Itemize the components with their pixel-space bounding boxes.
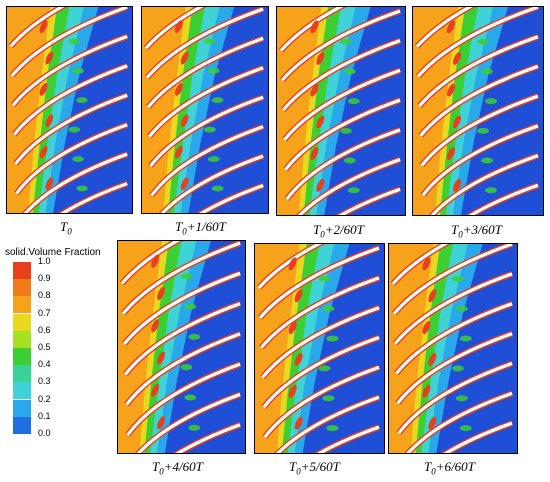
blade (314, 424, 381, 453)
blade (8, 7, 68, 49)
blade (260, 304, 381, 380)
caption-t0-plus-3: T0+3/60T (451, 222, 502, 240)
contour-panel-t0 (6, 6, 133, 214)
caption-t0-plus-6: T0+6/60T (424, 459, 475, 477)
blade (259, 275, 381, 350)
contour-plot (277, 7, 405, 215)
blade (284, 127, 402, 201)
legend-tick-label: 0.5 (38, 342, 51, 352)
blade (390, 244, 452, 286)
legend-title: solid.Volume Fraction (5, 247, 101, 258)
contour-panel-t0-plus-2 (276, 6, 406, 216)
blade (261, 334, 381, 410)
blade (396, 360, 514, 435)
contour-plot (142, 7, 268, 213)
blade (335, 186, 402, 215)
legend-tick-label: 0.1 (38, 410, 51, 421)
caption-t0-plus-4: T0+4/60T (152, 459, 203, 477)
blade (125, 361, 242, 437)
blade (9, 7, 129, 78)
caption-t0-plus-1: T0+1/60T (175, 219, 226, 237)
legend-swatch (13, 296, 31, 314)
caption-t0: T0 (60, 219, 72, 237)
blade (262, 364, 381, 439)
legend-tick-label: 0.6 (38, 324, 51, 335)
caption-t0-plus-2: T0+2/60T (313, 222, 364, 240)
blade (414, 7, 476, 49)
blade (10, 33, 129, 107)
legend-tick-label: 0.0 (38, 428, 51, 438)
legend-swatch (13, 313, 31, 331)
legend-tick-label: 0.2 (38, 393, 51, 404)
contour-panel-t0-plus-1 (141, 6, 269, 214)
blade (123, 300, 242, 377)
blade (394, 300, 514, 376)
blade (149, 123, 265, 198)
blade (281, 37, 402, 112)
blade (418, 63, 539, 138)
blade (279, 8, 402, 83)
legend-tick-label: 0.7 (38, 307, 51, 318)
blade (21, 151, 129, 213)
blade (144, 7, 265, 80)
legend-tick-label: 1.0 (38, 256, 51, 266)
legend-swatch (13, 399, 31, 417)
legend-swatch (13, 382, 31, 400)
blade (465, 182, 539, 215)
blade (13, 92, 129, 166)
blade (172, 421, 242, 453)
blade (122, 270, 242, 346)
contour-plot (389, 244, 517, 453)
legend-swatch (13, 365, 31, 383)
blade (120, 241, 242, 316)
blade (393, 271, 514, 346)
blade (12, 63, 129, 137)
blade (158, 153, 265, 213)
blade (391, 244, 514, 316)
blade (278, 7, 347, 53)
blade (257, 245, 381, 320)
legend-tick-label: 0.8 (38, 290, 51, 301)
blade (440, 420, 514, 453)
blade (14, 121, 129, 196)
blade (395, 330, 514, 406)
legend-swatch (13, 279, 31, 297)
blade (283, 97, 402, 172)
legend-tick-label: 0.3 (38, 376, 51, 387)
blade (57, 180, 129, 213)
legend-swatch (13, 416, 31, 434)
contour-panel-t0-plus-4 (117, 240, 246, 454)
legend-swatch (13, 348, 31, 365)
blade (148, 94, 265, 168)
blade (124, 331, 242, 407)
blade (119, 241, 184, 286)
blade (420, 123, 539, 197)
contour-plot (255, 244, 384, 453)
legend-tick-label: 0.9 (38, 273, 51, 284)
blade (134, 391, 242, 453)
blade (282, 67, 402, 142)
blade (143, 7, 207, 51)
blade (256, 244, 326, 290)
blade (415, 7, 539, 79)
contour-panel-t0-plus-3 (412, 6, 544, 216)
blade (196, 182, 265, 213)
blade (417, 33, 539, 108)
blade (145, 35, 265, 109)
contour-panel-t0-plus-6 (388, 243, 518, 454)
blade (274, 394, 381, 453)
blade (404, 390, 514, 453)
blade (295, 156, 402, 215)
blade (419, 93, 539, 168)
legend-swatch (13, 262, 31, 279)
caption-t0-plus-5: T0+5/60T (289, 459, 340, 477)
legend-swatch (13, 330, 31, 348)
contour-plot (7, 7, 132, 213)
blade (428, 152, 539, 215)
contour-plot (118, 241, 245, 453)
legend-tick-label: 0.4 (38, 359, 51, 370)
contour-panel-t0-plus-5 (254, 243, 385, 454)
blade (147, 65, 265, 139)
contour-plot (413, 7, 543, 215)
